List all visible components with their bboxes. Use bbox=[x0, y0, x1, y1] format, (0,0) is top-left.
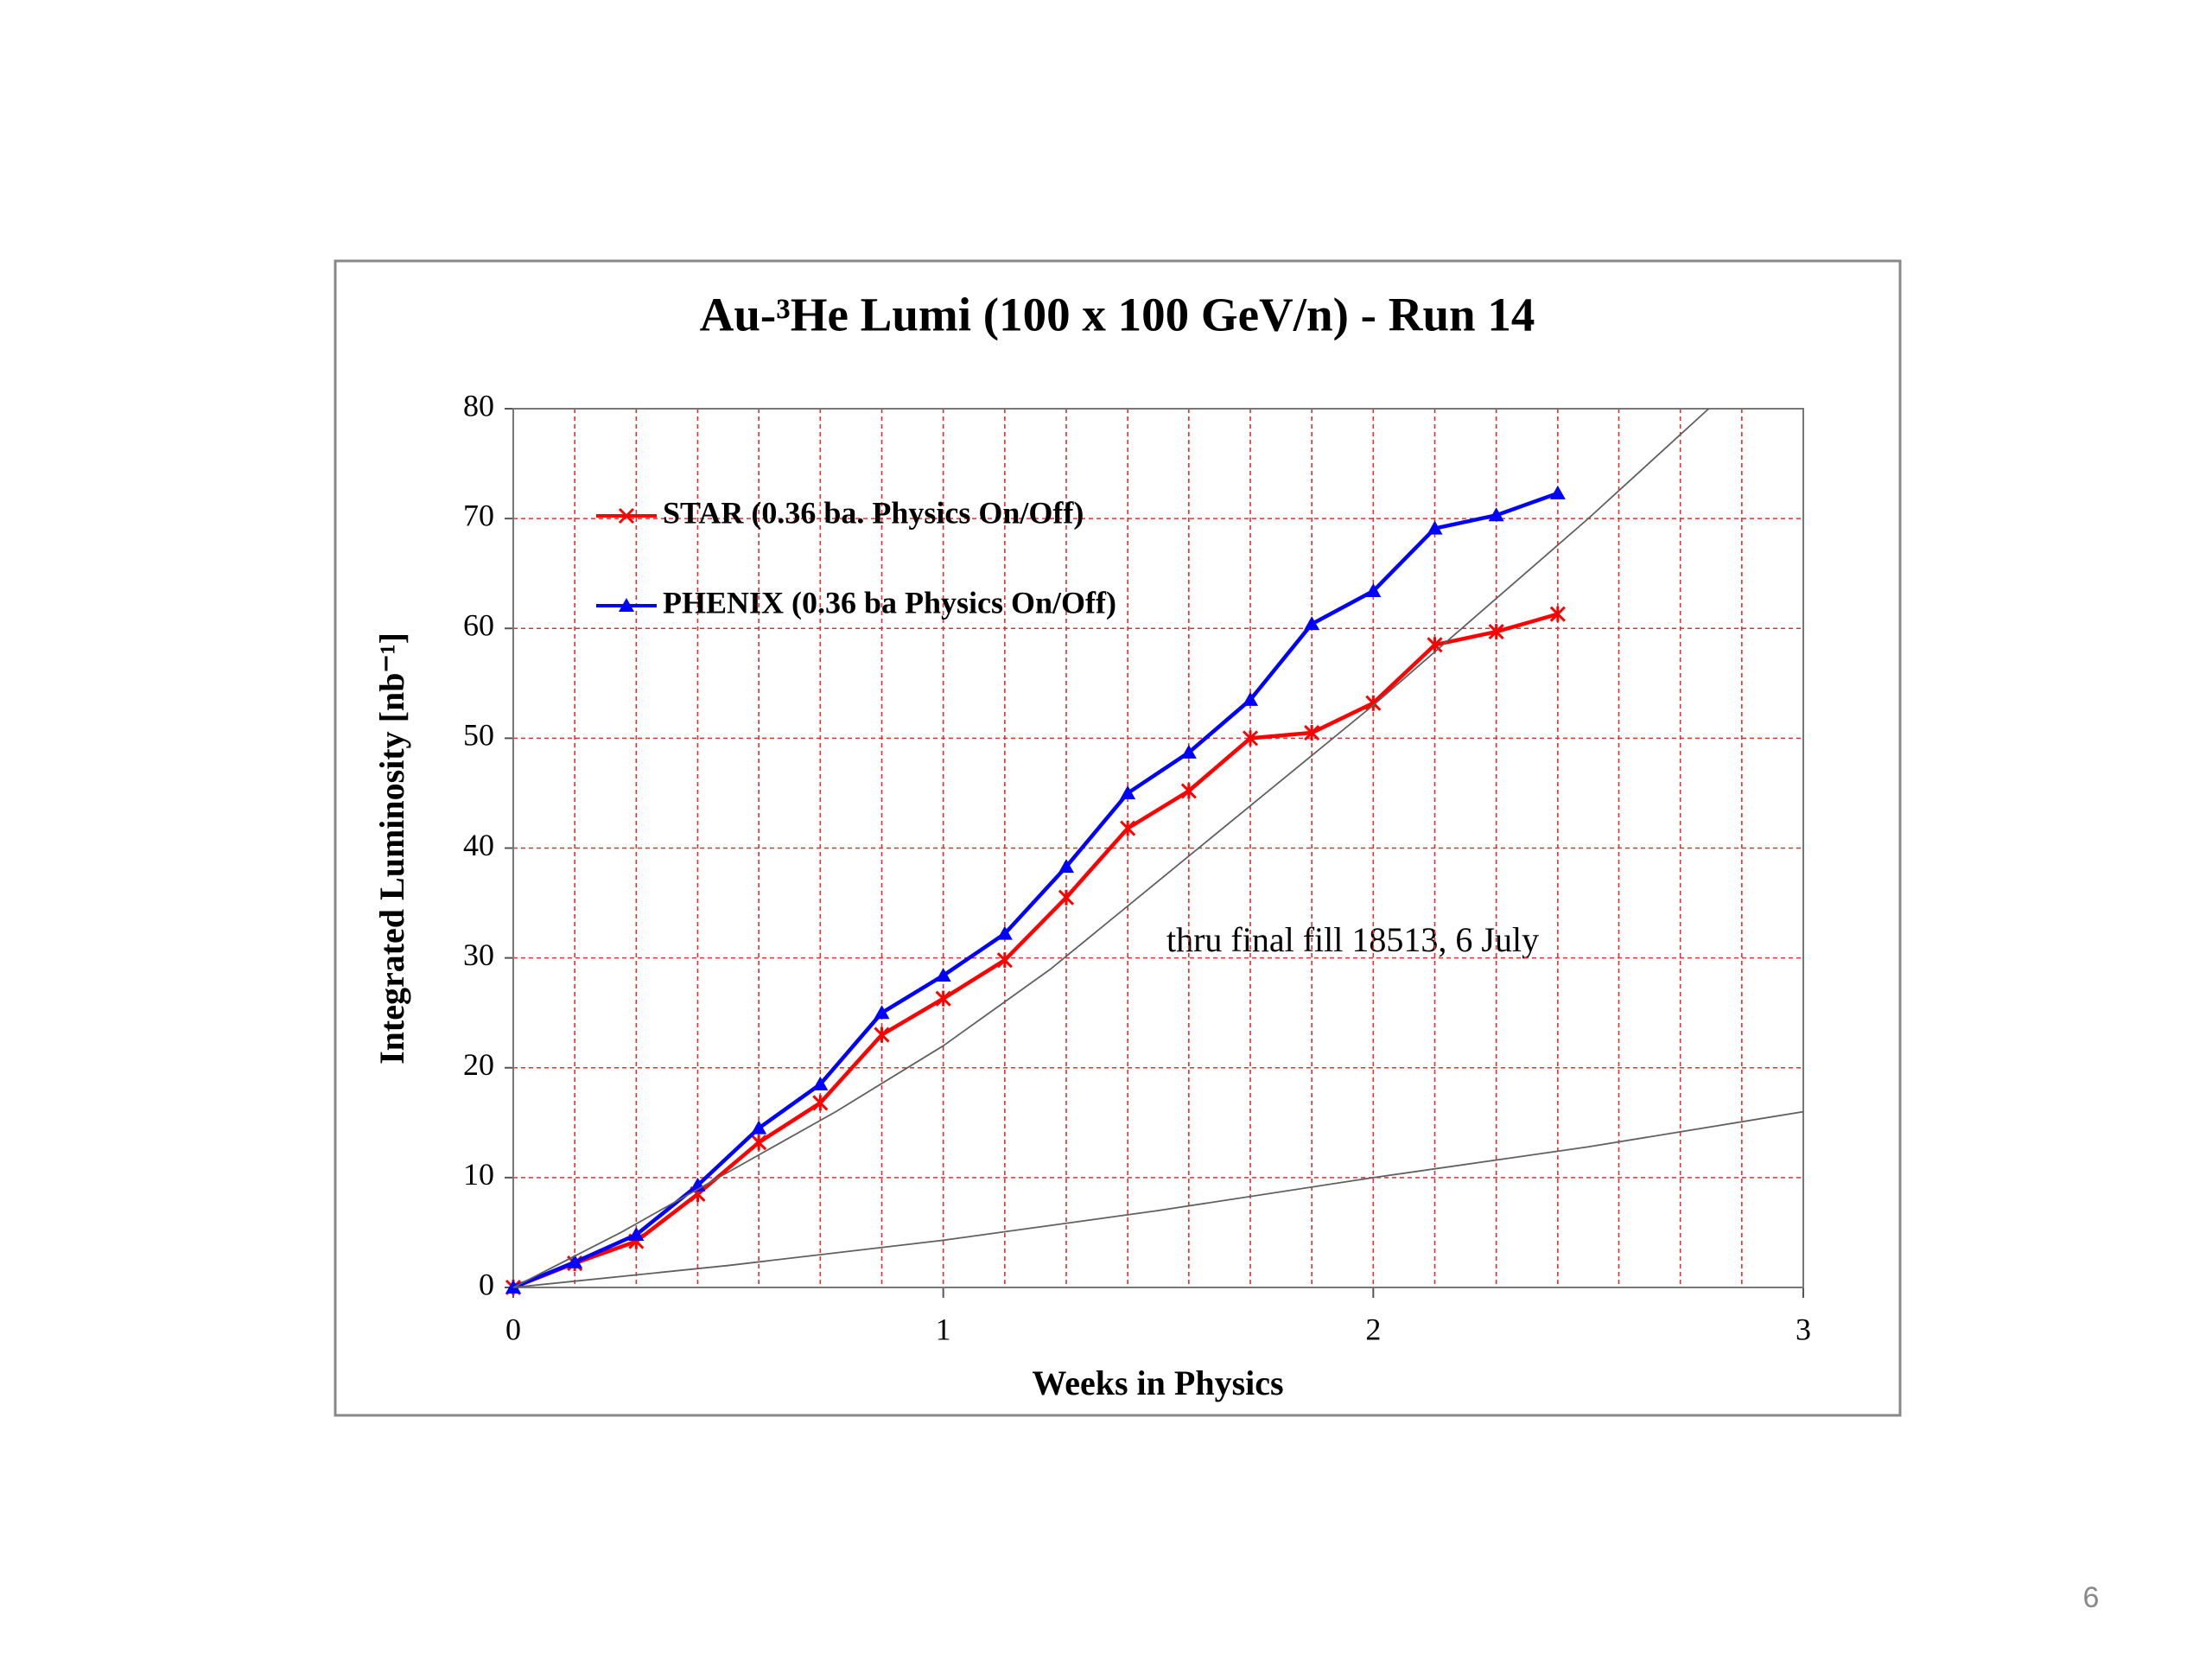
marker bbox=[1549, 606, 1566, 622]
marker bbox=[1243, 691, 1259, 706]
marker bbox=[812, 1076, 829, 1090]
y-tick-label: 70 bbox=[463, 498, 494, 532]
x-tick-label: 2 bbox=[1365, 1312, 1381, 1346]
marker bbox=[1304, 616, 1320, 631]
y-tick-label: 50 bbox=[463, 718, 494, 753]
series-line bbox=[512, 612, 1559, 1290]
x-axis-label: Weeks in Physics bbox=[1032, 1363, 1283, 1402]
marker bbox=[1427, 637, 1443, 653]
marker bbox=[935, 990, 951, 1007]
marker bbox=[1427, 520, 1443, 535]
marker bbox=[996, 952, 1013, 969]
series-line bbox=[512, 491, 1559, 1290]
y-tick-label: 10 bbox=[463, 1157, 494, 1192]
reference-curve bbox=[512, 1110, 1804, 1288]
page-number: 6 bbox=[2083, 1581, 2100, 1614]
y-axis-label: Integrated Luminosity [nb⁻¹] bbox=[372, 632, 411, 1065]
marker bbox=[1058, 859, 1074, 874]
y-tick-label: 60 bbox=[463, 608, 494, 643]
marker bbox=[1488, 507, 1504, 522]
marker bbox=[1365, 583, 1382, 598]
legend-marker bbox=[619, 598, 634, 612]
x-tick-label: 3 bbox=[1796, 1312, 1811, 1346]
marker bbox=[1120, 820, 1136, 836]
marker bbox=[1488, 624, 1504, 640]
y-tick-label: 40 bbox=[463, 828, 494, 862]
y-tick-label: 30 bbox=[463, 938, 494, 972]
marker bbox=[628, 1226, 645, 1241]
y-tick-label: 80 bbox=[463, 388, 494, 423]
marker bbox=[874, 1027, 890, 1043]
marker bbox=[1549, 485, 1566, 499]
legend-marker bbox=[618, 507, 635, 524]
marker bbox=[1120, 785, 1136, 799]
marker bbox=[751, 1135, 767, 1151]
marker bbox=[935, 967, 951, 982]
marker bbox=[751, 1120, 767, 1135]
marker bbox=[567, 1254, 583, 1268]
marker bbox=[1242, 730, 1259, 747]
legend-label: STAR (0.36 ba. Physics On/Off) bbox=[663, 495, 1084, 530]
plot-area bbox=[512, 408, 1804, 1288]
marker bbox=[1365, 695, 1382, 711]
x-tick-label: 1 bbox=[936, 1312, 951, 1346]
marker bbox=[1180, 783, 1197, 799]
marker bbox=[1180, 744, 1197, 759]
legend-label: PHENIX (0.36 ba Physics On/Off) bbox=[663, 585, 1116, 620]
marker bbox=[996, 925, 1013, 940]
y-tick-label: 20 bbox=[463, 1047, 494, 1082]
marker bbox=[812, 1095, 829, 1111]
reference-curve bbox=[512, 408, 1710, 1288]
y-tick-label: 0 bbox=[479, 1267, 494, 1301]
marker bbox=[874, 1005, 890, 1020]
marker bbox=[1058, 889, 1075, 906]
chart-title: Au-³He Lumi (100 x 100 GeV/n) - Run 14 bbox=[700, 289, 1535, 341]
annotation: thru final fill 18513, 6 July bbox=[1166, 920, 1539, 959]
marker bbox=[1304, 724, 1320, 741]
x-tick-label: 0 bbox=[505, 1312, 521, 1346]
